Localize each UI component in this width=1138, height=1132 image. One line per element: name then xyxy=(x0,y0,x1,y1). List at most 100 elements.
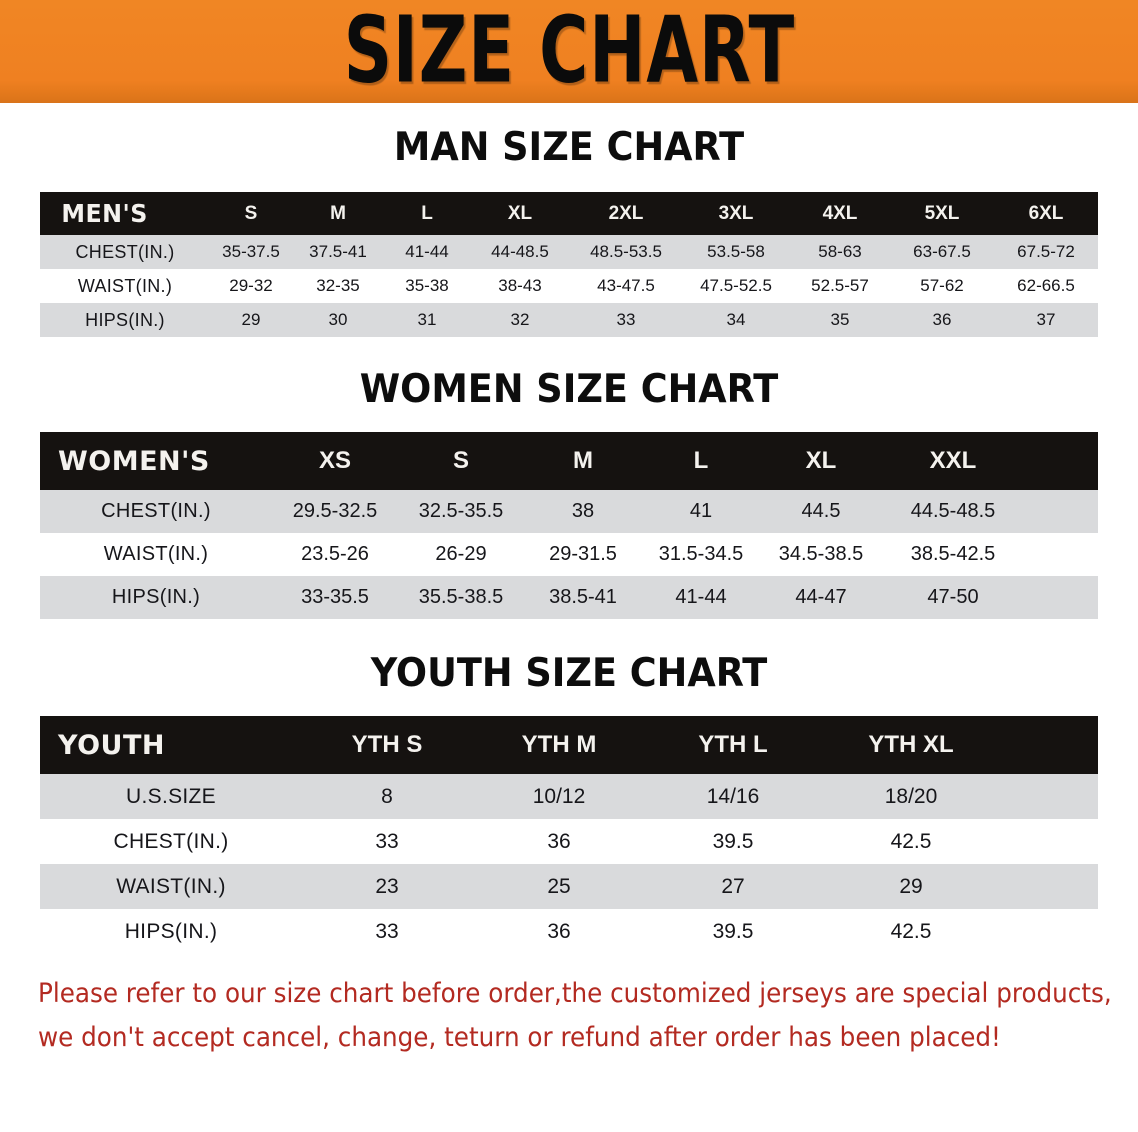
women-col-1: S xyxy=(452,447,469,474)
men-cell-1-3: 38-43 xyxy=(470,269,570,303)
men-row-label-2: HIPS(IN.) xyxy=(40,303,210,337)
youth-cell-0-1: 10/12 xyxy=(472,774,646,819)
women-cell-1-5: 38.5-42.5 xyxy=(882,533,1024,576)
youth-cell-0-2: 14/16 xyxy=(646,774,820,819)
youth-cell-2-3: 29 xyxy=(820,864,1002,909)
men-cell-1-0: 29-32 xyxy=(210,269,292,303)
men-cell-0-3: 44-48.5 xyxy=(470,235,570,269)
women-cell-2-1: 35.5-38.5 xyxy=(398,576,524,619)
youth-row-label-3: HIPS(IN.) xyxy=(40,909,302,954)
youth-size-table: YOUTH YTH S YTH M YTH L YTH XL U.S.SIZE … xyxy=(40,716,1098,954)
men-col-1: M xyxy=(330,202,346,224)
youth-corner-label: YOUTH xyxy=(58,729,165,761)
men-row-label-0: CHEST(IN.) xyxy=(40,235,210,269)
women-header-filler xyxy=(1024,432,1098,490)
men-cell-2-6: 35 xyxy=(790,303,890,337)
table-row: HIPS(IN.) 33-35.5 35.5-38.5 38.5-41 41-4… xyxy=(40,576,1098,619)
youth-header-row: YOUTH YTH S YTH M YTH L YTH XL xyxy=(40,716,1098,774)
youth-cell-1-0: 33 xyxy=(302,819,472,864)
men-col-5: 3XL xyxy=(718,202,754,224)
men-col-4: 2XL xyxy=(608,202,644,224)
women-header-row: WOMEN'S XS S M L XL XXL xyxy=(40,432,1098,490)
youth-row-label-1: CHEST(IN.) xyxy=(40,819,302,864)
disclaimer-line-2: we don't accept cancel, change, teturn o… xyxy=(38,1022,1001,1053)
men-cell-2-4: 33 xyxy=(570,303,682,337)
women-cell-2-0: 33-35.5 xyxy=(272,576,398,619)
table-row: CHEST(IN.) 35-37.5 37.5-41 41-44 44-48.5… xyxy=(40,235,1098,269)
men-cell-0-5: 53.5-58 xyxy=(682,235,790,269)
table-row: CHEST(IN.) 33 36 39.5 42.5 xyxy=(40,819,1098,864)
men-table-body: CHEST(IN.) 35-37.5 37.5-41 41-44 44-48.5… xyxy=(40,235,1098,337)
men-cell-0-1: 37.5-41 xyxy=(292,235,384,269)
women-col-0: XS xyxy=(318,447,351,474)
youth-cell-0-3: 18/20 xyxy=(820,774,1002,819)
disclaimer-text: Please refer to our size chart before or… xyxy=(38,972,1112,1060)
women-col-4: XL xyxy=(805,447,837,474)
youth-col-3: YTH XL xyxy=(868,731,954,758)
women-cell-0-4: 44.5 xyxy=(760,490,882,533)
women-cell-1-filler xyxy=(1024,533,1098,576)
men-cell-2-1: 30 xyxy=(292,303,384,337)
men-cell-1-2: 35-38 xyxy=(384,269,470,303)
youth-cell-0-0: 8 xyxy=(302,774,472,819)
youth-cell-1-filler xyxy=(1002,819,1098,864)
women-cell-0-2: 38 xyxy=(524,490,642,533)
table-row: HIPS(IN.) 29 30 31 32 33 34 35 36 37 xyxy=(40,303,1098,337)
youth-cell-0-filler xyxy=(1002,774,1098,819)
men-cell-2-5: 34 xyxy=(682,303,790,337)
men-cell-0-0: 35-37.5 xyxy=(210,235,292,269)
youth-cell-3-3: 42.5 xyxy=(820,909,1002,954)
women-cell-0-3: 41 xyxy=(642,490,760,533)
youth-cell-3-0: 33 xyxy=(302,909,472,954)
women-cell-0-0: 29.5-32.5 xyxy=(272,490,398,533)
youth-header-filler xyxy=(1002,716,1098,774)
women-cell-2-4: 44-47 xyxy=(760,576,882,619)
women-cell-1-1: 26-29 xyxy=(398,533,524,576)
men-header-row: MEN'S S M L XL 2XL 3XL 4XL 5XL 6XL xyxy=(40,192,1098,235)
youth-col-1: YTH M xyxy=(521,731,597,758)
men-cell-2-8: 37 xyxy=(994,303,1098,337)
men-col-6: 4XL xyxy=(822,202,858,224)
youth-cell-2-2: 27 xyxy=(646,864,820,909)
men-col-3: XL xyxy=(507,202,533,224)
page-title: SIZE CHART xyxy=(343,0,795,103)
men-table-header: MEN'S S M L XL 2XL 3XL 4XL 5XL 6XL xyxy=(40,192,1098,235)
women-cell-1-2: 29-31.5 xyxy=(524,533,642,576)
women-table-header: WOMEN'S XS S M L XL XXL xyxy=(40,432,1098,490)
youth-table-header: YOUTH YTH S YTH M YTH L YTH XL xyxy=(40,716,1098,774)
women-cell-1-0: 23.5-26 xyxy=(272,533,398,576)
men-col-2: L xyxy=(421,202,433,224)
men-cell-2-3: 32 xyxy=(470,303,570,337)
youth-cell-3-filler xyxy=(1002,909,1098,954)
youth-cell-1-1: 36 xyxy=(472,819,646,864)
men-size-table: MEN'S S M L XL 2XL 3XL 4XL 5XL 6XL CHEST… xyxy=(40,192,1098,337)
women-row-label-2: HIPS(IN.) xyxy=(40,576,272,619)
men-cell-1-1: 32-35 xyxy=(292,269,384,303)
men-cell-2-2: 31 xyxy=(384,303,470,337)
youth-col-0: YTH S xyxy=(351,731,423,758)
table-row: U.S.SIZE 8 10/12 14/16 18/20 xyxy=(40,774,1098,819)
women-cell-0-1: 32.5-35.5 xyxy=(398,490,524,533)
men-cell-0-8: 67.5-72 xyxy=(994,235,1098,269)
women-col-2: M xyxy=(573,447,593,474)
page-banner: SIZE CHART xyxy=(0,0,1138,103)
men-cell-2-7: 36 xyxy=(890,303,994,337)
youth-table-body: U.S.SIZE 8 10/12 14/16 18/20 CHEST(IN.) … xyxy=(40,774,1098,954)
women-cell-2-2: 38.5-41 xyxy=(524,576,642,619)
man-section-title: MAN SIZE CHART xyxy=(393,125,745,170)
women-table-body: CHEST(IN.) 29.5-32.5 32.5-35.5 38 41 44.… xyxy=(40,490,1098,619)
men-corner-label: MEN'S xyxy=(61,199,148,228)
women-section-title: WOMEN SIZE CHART xyxy=(359,367,779,412)
women-cell-1-3: 31.5-34.5 xyxy=(642,533,760,576)
women-row-label-0: CHEST(IN.) xyxy=(40,490,272,533)
women-corner-label: WOMEN'S xyxy=(58,445,210,477)
men-cell-2-0: 29 xyxy=(210,303,292,337)
women-col-5: XXL xyxy=(929,447,977,474)
table-row: WAIST(IN.) 29-32 32-35 35-38 38-43 43-47… xyxy=(40,269,1098,303)
men-cell-0-2: 41-44 xyxy=(384,235,470,269)
men-col-7: 5XL xyxy=(924,202,960,224)
women-size-table: WOMEN'S XS S M L XL XXL CHEST(IN.) 29.5-… xyxy=(40,432,1098,619)
youth-cell-1-2: 39.5 xyxy=(646,819,820,864)
table-row: WAIST(IN.) 23.5-26 26-29 29-31.5 31.5-34… xyxy=(40,533,1098,576)
women-cell-2-5: 47-50 xyxy=(882,576,1024,619)
